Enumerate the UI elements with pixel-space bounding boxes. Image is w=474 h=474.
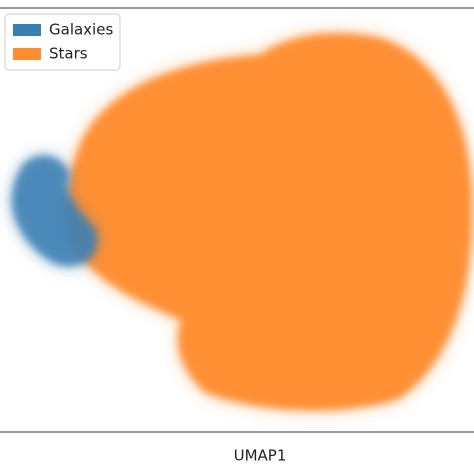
point-cloud bbox=[11, 155, 98, 267]
legend-label: Stars bbox=[49, 45, 88, 63]
legend-label: Galaxies bbox=[49, 21, 113, 39]
legend-swatch bbox=[13, 24, 41, 36]
x-axis-label: UMAP1 bbox=[234, 447, 287, 465]
legend-swatch bbox=[13, 48, 41, 60]
plot-area bbox=[11, 33, 473, 411]
point-cloud bbox=[66, 33, 473, 411]
legend: Galaxies Stars bbox=[4, 13, 121, 71]
